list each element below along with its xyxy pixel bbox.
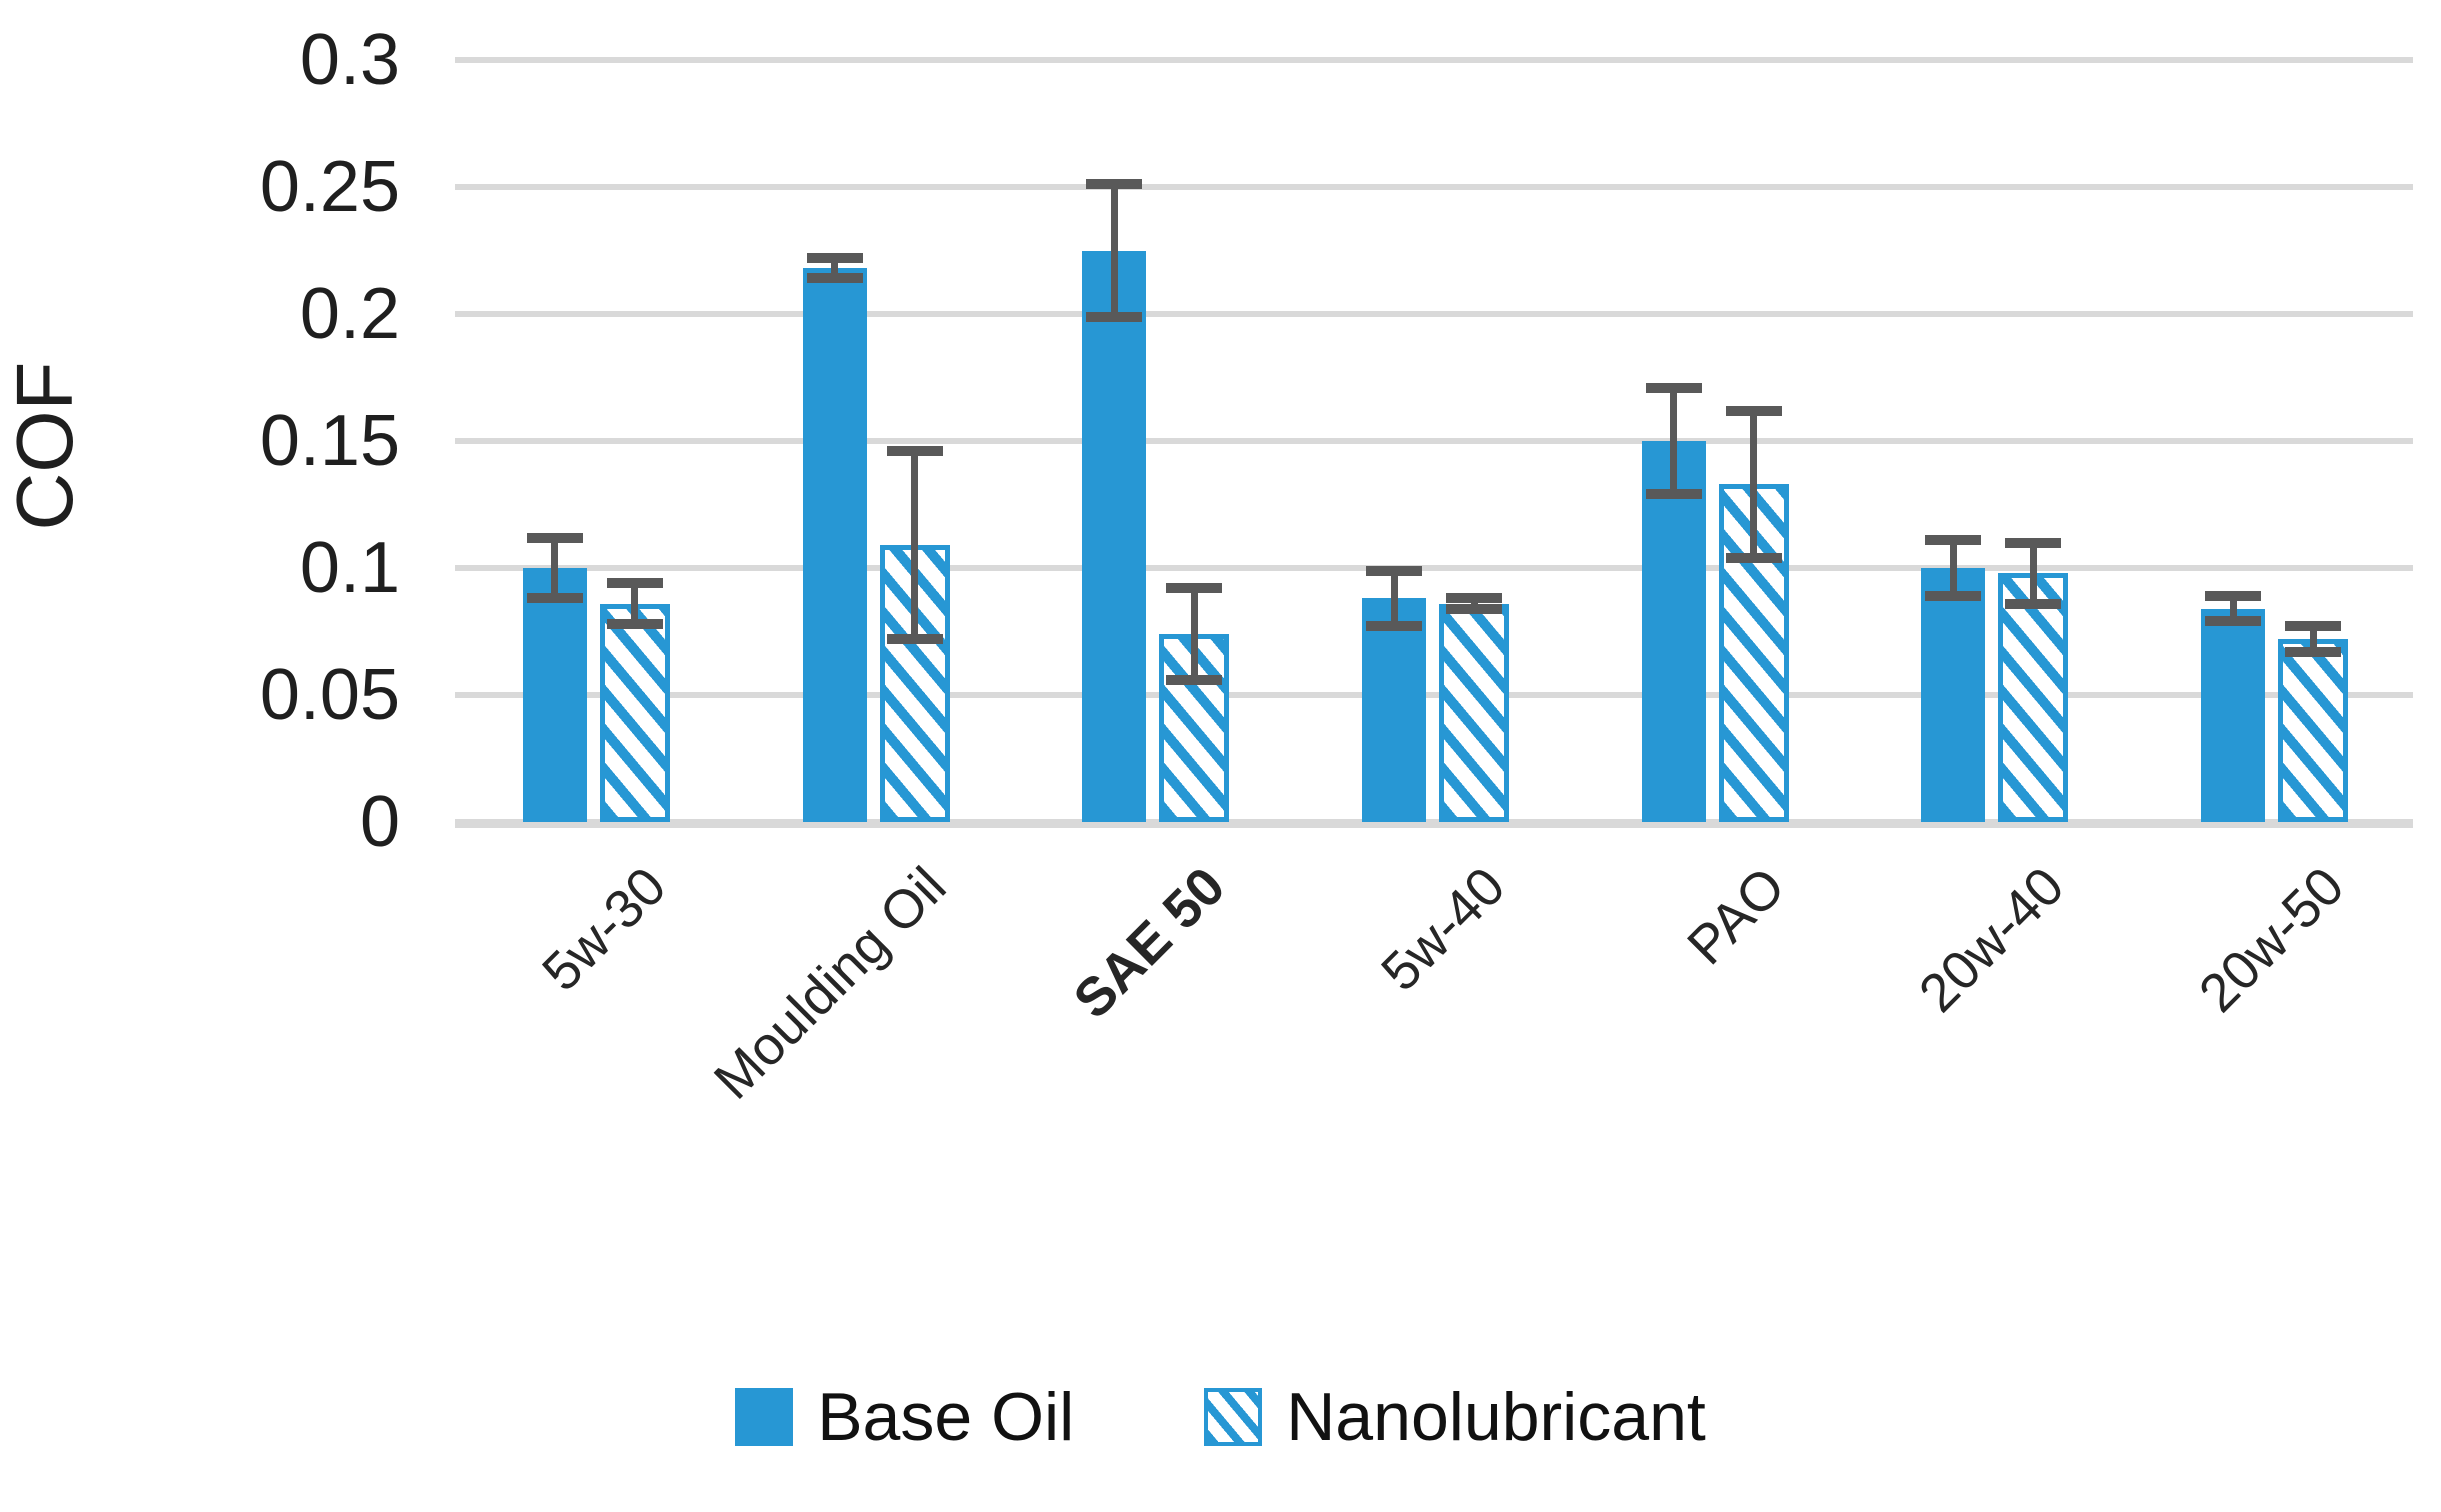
bar-nanolubricant bbox=[1998, 573, 2069, 822]
bar-base-oil bbox=[802, 268, 867, 822]
error-bar-cap bbox=[526, 532, 583, 543]
gridline bbox=[455, 57, 2413, 63]
gridline bbox=[455, 565, 2413, 571]
error-bar-cap bbox=[1086, 311, 1143, 322]
error-bar-cap bbox=[1446, 593, 1502, 604]
error-bar-cap bbox=[2005, 598, 2062, 609]
bar-base-oil bbox=[2201, 608, 2266, 822]
bar-base-oil bbox=[1641, 441, 1706, 822]
error-bar-stem bbox=[1670, 387, 1678, 495]
error-bar-stem bbox=[1110, 184, 1118, 317]
error-bar-cap bbox=[2205, 590, 2262, 601]
error-bar-stem bbox=[1390, 570, 1398, 627]
gridline bbox=[455, 692, 2413, 698]
error-bar-cap bbox=[606, 618, 663, 629]
error-bar-cap bbox=[1446, 603, 1502, 614]
legend-item-base-oil: Base Oil bbox=[735, 1378, 1074, 1456]
bar-nanolubricant bbox=[2278, 639, 2349, 822]
y-tick-label: 0.05 bbox=[259, 655, 400, 735]
error-bar-cap bbox=[2205, 616, 2262, 627]
error-bar-cap bbox=[886, 446, 943, 457]
bar-base-oil bbox=[1921, 568, 1986, 822]
y-tick-label: 0.1 bbox=[299, 528, 400, 608]
error-bar-cap bbox=[526, 593, 583, 604]
bar-base-oil bbox=[1362, 598, 1426, 822]
legend-label-base-oil: Base Oil bbox=[817, 1379, 1075, 1455]
legend-label-nanolubricant: Nanolubricant bbox=[1286, 1379, 1706, 1455]
error-bar-cap bbox=[1366, 565, 1422, 576]
bar-nanolubricant bbox=[879, 545, 950, 822]
y-tick-label: 0.15 bbox=[259, 401, 400, 481]
error-bar-cap bbox=[1645, 489, 1702, 500]
bar-nanolubricant bbox=[599, 603, 670, 822]
error-bar-cap bbox=[1086, 179, 1143, 190]
error-bar-cap bbox=[2285, 621, 2342, 632]
bar-nanolubricant bbox=[1439, 603, 1509, 822]
gridline bbox=[455, 819, 2413, 828]
y-tick-label: 0.3 bbox=[299, 20, 400, 100]
bar-base-oil bbox=[1082, 250, 1147, 822]
base-oil-swatch-icon bbox=[735, 1388, 794, 1446]
error-bar-stem bbox=[2229, 595, 2237, 622]
nanolubricant-swatch-icon bbox=[1204, 1388, 1263, 1446]
error-bar-stem bbox=[911, 451, 919, 640]
error-bar-stem bbox=[1750, 410, 1758, 558]
error-bar-cap bbox=[1725, 405, 1782, 416]
error-bar-cap bbox=[806, 273, 863, 284]
legend: Base Oil Nanolubricant bbox=[0, 1378, 2441, 1456]
error-bar-cap bbox=[1166, 583, 1223, 594]
error-bar-cap bbox=[1366, 621, 1422, 632]
y-tick-label: 0.25 bbox=[259, 147, 400, 227]
error-bar-stem bbox=[2029, 542, 2037, 604]
error-bar-cap bbox=[1725, 552, 1782, 563]
error-bar-cap bbox=[806, 253, 863, 264]
error-bar-stem bbox=[631, 583, 639, 624]
bar-nanolubricant bbox=[1718, 484, 1789, 822]
y-tick-label: 0 bbox=[359, 782, 400, 862]
error-bar-stem bbox=[1470, 598, 1478, 609]
legend-item-nanolubricant: Nanolubricant bbox=[1204, 1378, 1706, 1456]
error-bar-cap bbox=[1925, 590, 1982, 601]
error-bar-cap bbox=[1925, 535, 1982, 546]
y-tick-label: 0.2 bbox=[299, 274, 400, 354]
gridline bbox=[455, 184, 2413, 190]
error-bar-cap bbox=[886, 634, 943, 645]
error-bar-stem bbox=[1190, 588, 1198, 680]
error-bar-cap bbox=[1166, 674, 1223, 685]
error-bar-stem bbox=[831, 258, 839, 279]
error-bar-stem bbox=[551, 537, 559, 599]
error-bar-stem bbox=[1949, 540, 1957, 596]
gridline bbox=[455, 438, 2413, 444]
error-bar-cap bbox=[2005, 537, 2062, 548]
error-bar-cap bbox=[1645, 382, 1702, 393]
error-bar-cap bbox=[606, 578, 663, 589]
error-bar-stem bbox=[2309, 626, 2317, 652]
error-bar-cap bbox=[2285, 646, 2342, 657]
bar-base-oil bbox=[522, 568, 587, 822]
gridline bbox=[455, 311, 2413, 317]
